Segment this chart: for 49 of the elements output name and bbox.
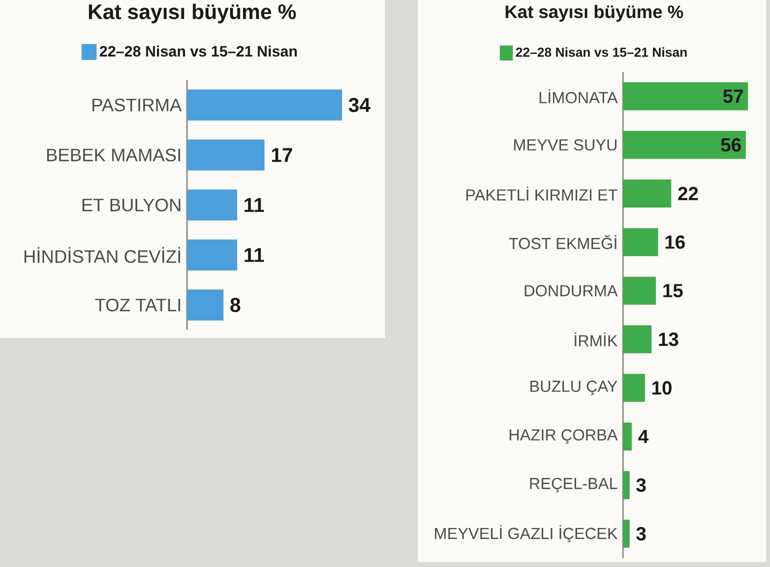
y-tick-label: BEBEK MAMASI	[47, 148, 180, 162]
y-tick-label: PASTIRMA	[92, 98, 182, 112]
data-label: 13	[658, 332, 678, 346]
data-label: 4	[638, 430, 649, 444]
data-label: 34	[348, 98, 370, 112]
bar	[623, 325, 652, 354]
y-tick-label: İRMİK	[574, 332, 618, 346]
data-label: 16	[666, 235, 685, 249]
y-tick-label: BUZLU ÇAY	[530, 380, 618, 396]
data-label: 17	[272, 148, 292, 162]
bar	[187, 190, 238, 221]
bar	[623, 520, 630, 548]
bar	[623, 276, 656, 305]
bar	[623, 82, 748, 110]
data-label: 8	[230, 298, 240, 312]
data-label: 57	[723, 90, 743, 103]
chart-title: Kat sayısı büyüme %	[506, 4, 684, 22]
chart-title: Kat sayısı büyüme %	[88, 4, 296, 24]
data-label: 10	[652, 381, 672, 395]
y-tick-label: PAKETLİ KIRMIZI ET	[466, 186, 618, 200]
bar	[623, 374, 645, 402]
bar	[623, 422, 632, 451]
bar	[623, 180, 672, 208]
y-tick-label: LİMONATA	[540, 89, 618, 104]
y-tick-label: MEYVE SUYU	[514, 139, 616, 151]
data-label: 3	[636, 526, 646, 540]
legend-label: 22–28 Nisan vs 15–21 Nisan	[100, 46, 297, 57]
y-tick-label: REÇEL-BAL	[530, 478, 618, 492]
data-label: 11	[244, 248, 264, 262]
bar	[623, 130, 746, 159]
data-label: 56	[721, 138, 741, 152]
bar	[623, 228, 658, 256]
y-tick-label: MEYVELİ GAZLI İÇECEK	[435, 525, 618, 542]
y-tick-label: HİNDİSTAN CEVİZİ	[24, 247, 180, 263]
bar	[187, 90, 342, 121]
y-tick-label: DONDURMA	[524, 285, 618, 296]
data-label: 11	[244, 198, 264, 212]
y-tick-label: TOZ TATLI	[95, 298, 180, 312]
data-label: 22	[678, 186, 698, 200]
bar	[623, 471, 630, 500]
y-tick-label: ET BULYON	[82, 198, 180, 212]
data-label: 3	[636, 478, 646, 492]
bar	[187, 140, 264, 170]
y-tick-label: TOST EKMEĞİ	[509, 235, 616, 250]
data-label: 15	[663, 284, 683, 298]
bar	[187, 240, 238, 271]
bar	[187, 290, 224, 321]
legend-label: 22–28 Nisan vs 15–21 Nisan	[516, 47, 687, 57]
y-tick-label: HAZIR ÇORBA	[510, 429, 618, 444]
